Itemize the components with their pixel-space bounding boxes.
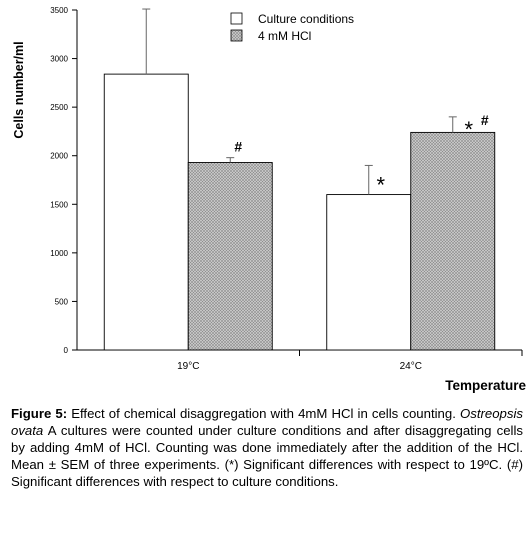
y-tick-label: 1000	[50, 249, 68, 258]
y-tick-label: 2500	[50, 103, 68, 112]
x-tick-label: 19°C	[177, 361, 199, 372]
legend-swatch	[230, 29, 243, 42]
chart-legend: Culture conditions 4 mM HCl	[230, 12, 354, 43]
y-tick-label: 500	[55, 297, 69, 306]
legend-label: 4 mM HCl	[258, 29, 311, 43]
bar-culture-conditions-1	[103, 73, 189, 351]
y-tick-label: 2000	[50, 152, 68, 161]
caption-species: Ostreopsis ovata	[11, 406, 523, 438]
x-axis-title: Temperature	[445, 378, 526, 393]
bar-4-mm-hcl-1	[187, 162, 273, 351]
x-tick-label: 24°C	[400, 361, 422, 372]
y-tick-label: 0	[64, 346, 69, 355]
y-axis-title: Cells number/ml	[12, 41, 26, 138]
chart-bars	[103, 8, 496, 351]
figure-caption: Figure 5: Effect of chemical disaggregat…	[11, 405, 523, 490]
bar-culture-conditions-2	[326, 194, 412, 351]
caption-label: Figure 5:	[11, 406, 68, 421]
bar-4-mm-hcl-2	[410, 131, 496, 351]
caption-body: A cultures were counted under culture co…	[11, 423, 523, 489]
bar-chart: 0 500 1000 1500 2000 2500 3000 3500 19°C 24°C # * *…	[12, 6, 526, 393]
significance-mark-hash: #	[481, 112, 489, 128]
y-tick-label: 3000	[50, 55, 68, 64]
legend-swatch	[230, 12, 243, 25]
caption-line1: Effect of chemical disaggregation with 4…	[67, 406, 456, 421]
chart-labels: 19°C 24°C # * * # Cells number/ml Temperature	[12, 41, 526, 393]
significance-mark-hash: #	[234, 139, 242, 155]
legend-label: Culture conditions	[258, 12, 354, 26]
significance-mark-star: *	[464, 117, 473, 142]
y-tick-label: 3500	[50, 6, 68, 15]
y-tick-label: 1500	[50, 200, 68, 209]
significance-mark-star: *	[376, 173, 385, 198]
